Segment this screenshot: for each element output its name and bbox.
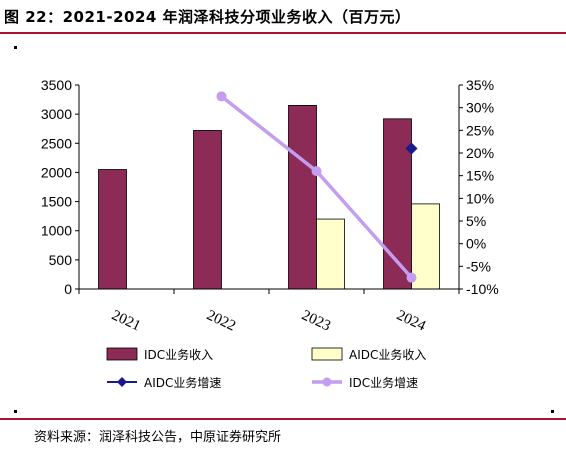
corner-dot [14, 410, 17, 413]
x-tick-label: 2021 [109, 307, 143, 334]
left-tick-label: 1000 [41, 223, 72, 239]
aidc-growth-marker [405, 142, 418, 155]
right-tick-label: 30% [466, 100, 494, 116]
left-tick-label: 500 [49, 252, 73, 268]
right-tick-label: 5% [466, 213, 486, 229]
right-tick-label: 35% [466, 77, 494, 93]
right-tick-label: 25% [466, 122, 494, 138]
x-tick-label: 2024 [394, 307, 428, 334]
right-tick-label: 0% [466, 236, 486, 252]
idc-revenue-bar [98, 169, 127, 290]
legend: IDC业务收入 AIDC业务收入 AIDC业务增速 IDC业务增速 [106, 347, 426, 390]
right-tick-label: 15% [466, 168, 494, 184]
idc-revenue-bar [288, 105, 317, 290]
right-tick-label: 10% [466, 190, 494, 206]
right-tick-label: -10% [466, 281, 499, 297]
lines-layer [216, 91, 418, 283]
idc-growth-point [311, 166, 322, 177]
left-tick-label: 0 [64, 281, 72, 297]
x-tick-label: 2023 [299, 307, 333, 334]
corner-dot [14, 46, 17, 49]
source-note: 资料来源：润泽科技公告，中原证券研究所 [34, 430, 282, 445]
legend-swatch [311, 347, 343, 361]
idc-growth-point [406, 272, 417, 283]
legend-swatch-marker [322, 377, 332, 387]
idc-growth-point [216, 91, 227, 102]
corner-dot [551, 410, 554, 413]
x-tick-label: 2022 [204, 307, 238, 334]
left-tick-label: 3500 [41, 77, 72, 93]
footer-divider [0, 418, 566, 420]
left-tick-label: 1500 [41, 194, 72, 210]
legend-swatch [106, 347, 138, 361]
legend-label: IDC业务增速 [349, 375, 418, 390]
left-tick-label: 2500 [41, 135, 72, 151]
legend-label: AIDC业务增速 [144, 375, 221, 390]
right-tick-label: 20% [466, 145, 494, 161]
aidc-revenue-bar [316, 218, 345, 290]
title-divider [0, 32, 566, 34]
right-tick-label: -5% [466, 258, 491, 274]
left-tick-label: 2000 [41, 164, 72, 180]
legend-label: IDC业务收入 [144, 347, 213, 362]
legend-swatch-marker [117, 377, 127, 387]
chart-title: 图 22：2021-2024 年润泽科技分项业务收入（百万元） [4, 8, 411, 26]
legend-label: AIDC业务收入 [349, 347, 426, 362]
idc-revenue-bar [193, 130, 222, 290]
bars-layer [98, 105, 440, 290]
left-tick-label: 3000 [41, 106, 72, 122]
